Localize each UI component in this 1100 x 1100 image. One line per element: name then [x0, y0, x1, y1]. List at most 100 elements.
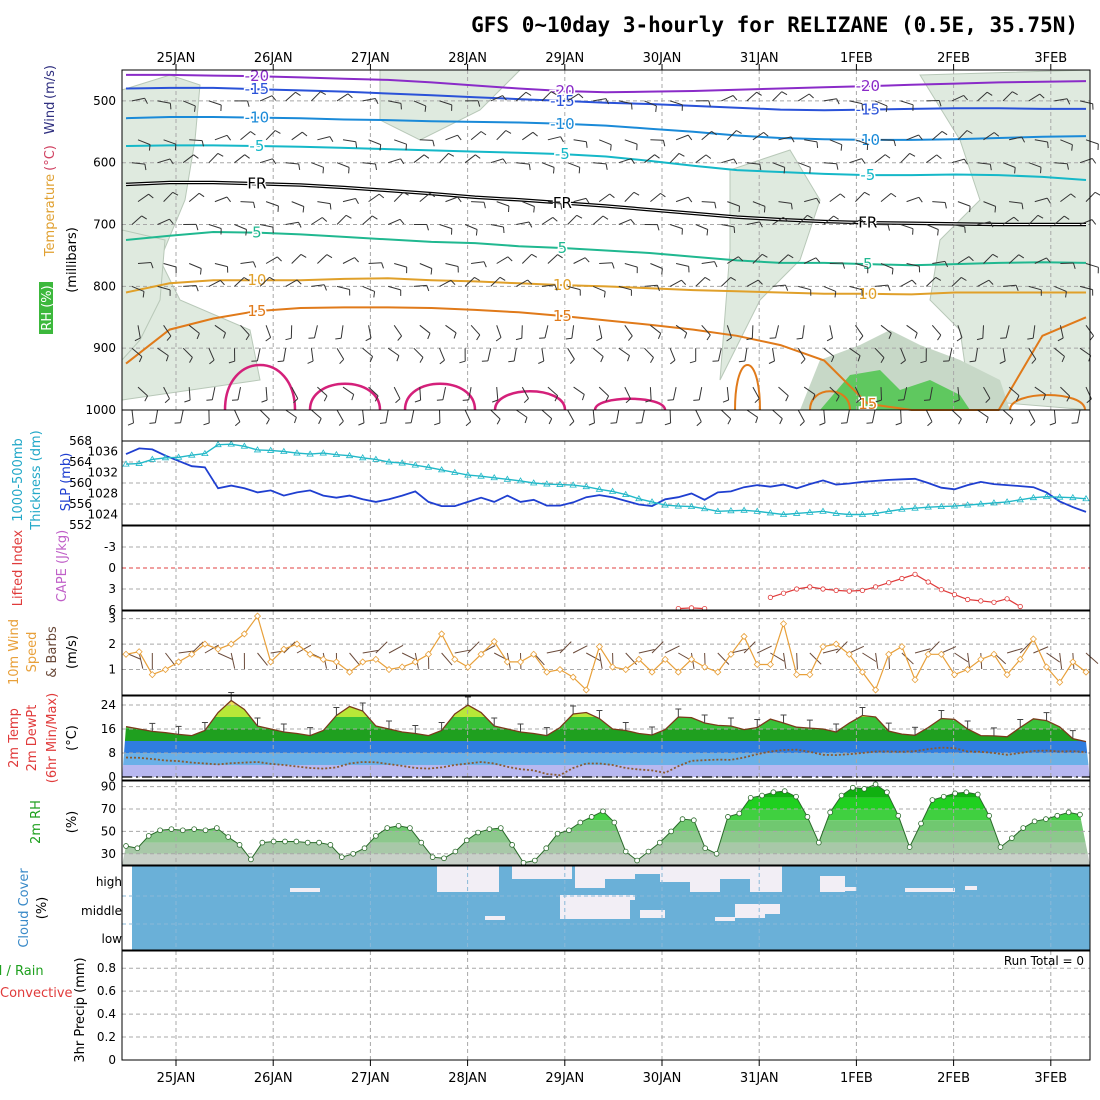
lifted-index-point: [912, 571, 918, 577]
wind-barb: [829, 325, 833, 339]
rh2m-point: [884, 789, 890, 795]
wind-barb: [618, 347, 630, 357]
thickness-point: [885, 507, 893, 514]
thickness-point: [635, 494, 643, 502]
wind-barb-flag: [1043, 394, 1046, 401]
wind-barb: [522, 201, 535, 207]
wind-barb-flag: [909, 152, 916, 157]
wind-barb: [214, 196, 228, 203]
thickness-point: [359, 454, 367, 461]
wind-barb: [188, 387, 191, 401]
wind-barb-flag: [448, 152, 455, 157]
thickness-point: [385, 458, 393, 465]
wind-barb-flag: [457, 134, 462, 141]
date-label-top: 28JAN: [448, 51, 487, 66]
wind-barb: [977, 162, 991, 165]
wind-barb-flag: [963, 158, 968, 165]
wind-barb: [180, 409, 184, 423]
wind-barb: [797, 347, 806, 360]
wind-barb: [419, 263, 432, 269]
wind10-point: [766, 660, 774, 669]
wind-barb: [752, 131, 764, 141]
wind-barb: [675, 134, 689, 141]
wind-barb: [644, 284, 658, 287]
wind-barb-flag: [927, 421, 933, 427]
wind-barb: [932, 260, 946, 264]
wind-barb: [182, 347, 193, 358]
wind-barb: [336, 347, 345, 360]
wind-barb: [137, 193, 149, 203]
wind-barb: [342, 257, 355, 264]
wind-barb-flag: [508, 360, 515, 363]
wind-barb-flag: [1071, 422, 1078, 424]
thickness-point: [293, 449, 301, 456]
wind-barb: [336, 285, 350, 290]
rh2m-point: [407, 825, 413, 831]
thickness-point: [372, 455, 380, 462]
wind-barb: [854, 386, 862, 400]
wind-barb: [592, 215, 604, 225]
wind-barb-flag: [630, 158, 635, 164]
rh2m-point: [929, 797, 936, 803]
wind-barb-flag: [956, 337, 963, 342]
wind-barb: [490, 224, 504, 228]
wind-barb: [154, 409, 159, 423]
wind-barb: [1028, 285, 1042, 291]
wind-barb: [496, 130, 507, 141]
wind-barb: [778, 386, 789, 397]
wind-barb-flag: [426, 224, 429, 231]
y-tick-label-wind: 3: [108, 612, 116, 626]
wind-barb-flag: [858, 335, 864, 341]
wind-barb: [977, 279, 990, 287]
ylabel-precip: 3hr Precip (mm): [73, 957, 88, 1062]
wind-barb-flag: [708, 100, 711, 107]
wind-barb: [336, 409, 344, 422]
wind10-point: [306, 650, 314, 658]
wind-barb-10m: [849, 645, 865, 654]
wind-barb: [855, 139, 868, 145]
wind-barb-flag: [660, 192, 666, 198]
rh2m-point: [634, 857, 640, 864]
wind-barb-flag: [1021, 136, 1026, 143]
wind-barb: [573, 386, 585, 395]
wind-barb-flag: [375, 163, 377, 170]
wind-barb-flag: [600, 356, 604, 363]
wind-barb-flag: [1031, 358, 1037, 364]
y-tick-label-precip: 0.4: [97, 1007, 116, 1021]
wind-barb: [1005, 325, 1010, 339]
wind-barb-10m: [638, 649, 655, 654]
wind10-point: [687, 655, 696, 663]
rh2m-point: [713, 850, 720, 857]
wind-barb-flag: [790, 203, 793, 210]
wind-barb: [599, 139, 612, 146]
ylabel-wind10-unit: (m/s): [65, 635, 80, 669]
cloud-cover-gap: [715, 917, 735, 921]
wind10-point: [122, 650, 130, 658]
ylabel-rh2m: 2m RH: [29, 800, 44, 844]
wind-barb: [829, 386, 840, 397]
rh2m-point: [191, 826, 197, 832]
wind10-point: [1029, 635, 1037, 643]
wind-barb: [772, 348, 775, 362]
wind-barb-flag: [920, 360, 927, 364]
wind-barb: [752, 253, 763, 264]
wind-barb: [726, 387, 730, 401]
wind-barb-flag: [684, 332, 688, 339]
wind-barb: [746, 162, 760, 165]
isotherm-label: -20: [856, 77, 881, 95]
wind-barb-10m: [651, 641, 664, 654]
wind-barb-10m: [572, 645, 588, 654]
wind-barb: [957, 256, 970, 264]
wind-barb: [487, 348, 492, 362]
wind-barb: [413, 154, 425, 164]
rh2m-point: [1009, 835, 1015, 841]
wind10-point: [714, 668, 722, 676]
wind10-point: [556, 665, 564, 674]
isotherm-label: FR: [553, 194, 572, 212]
wind10-point: [201, 640, 209, 648]
temp-band: [122, 765, 1090, 777]
wind-barb: [490, 276, 501, 287]
wind-barb-flag: [374, 395, 379, 402]
wind10-point: [595, 643, 603, 651]
wind-barb-flag: [790, 136, 795, 143]
